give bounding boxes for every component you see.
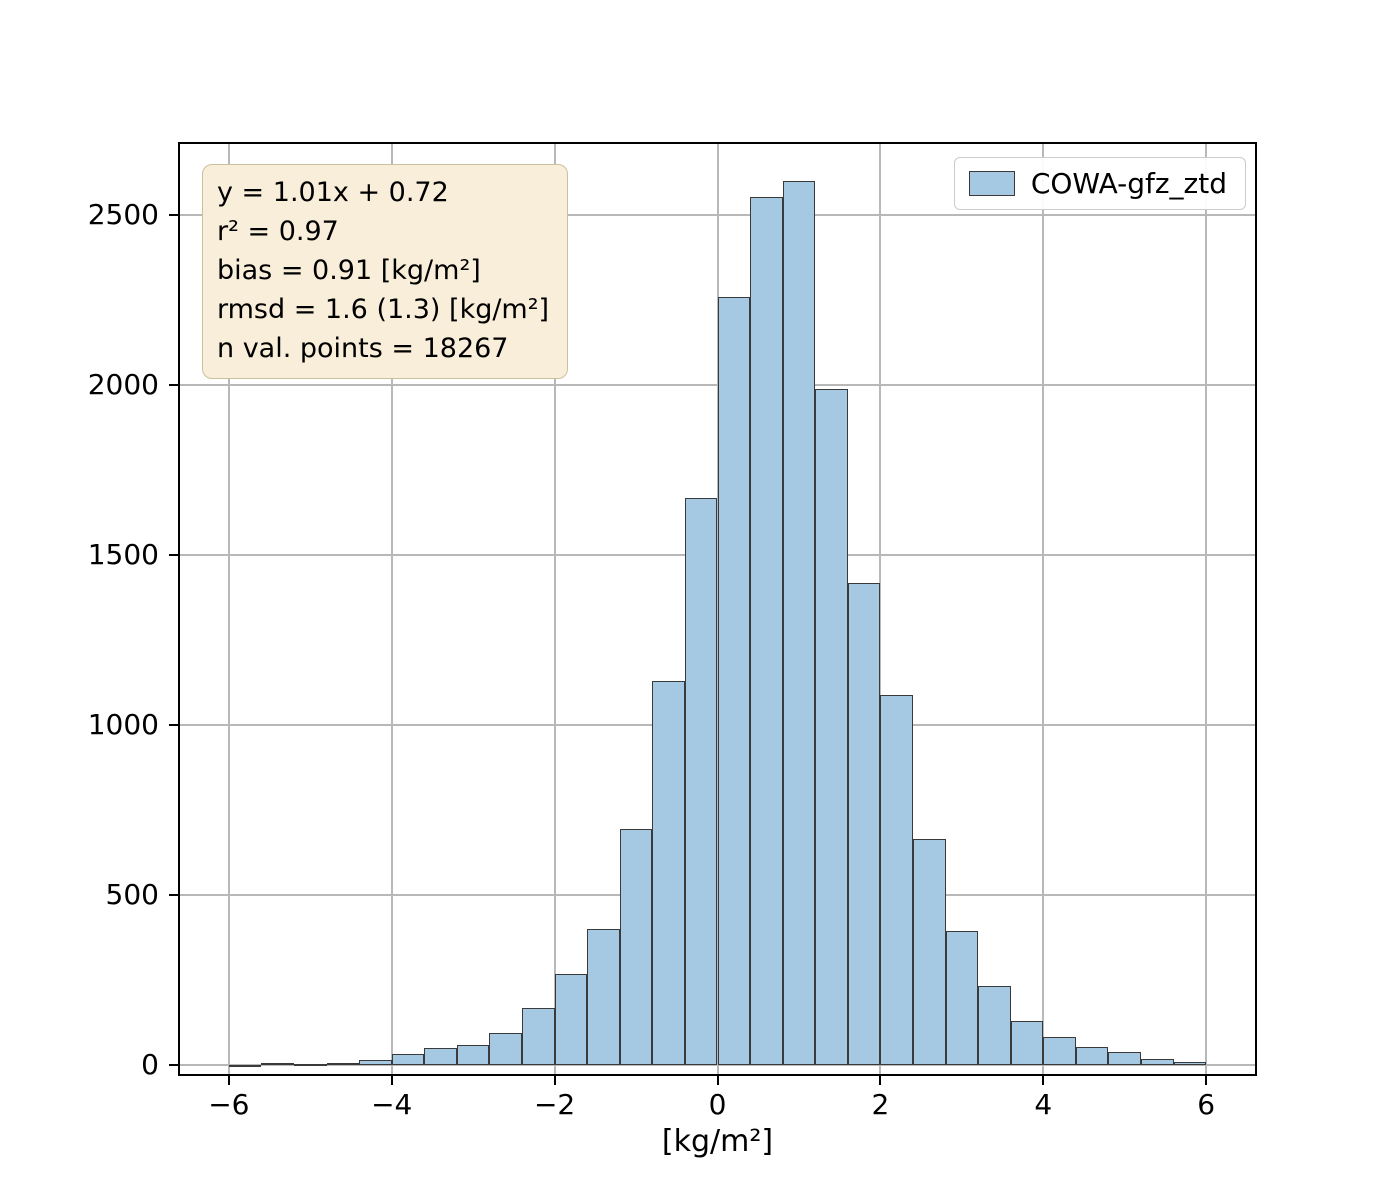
histogram-bar	[978, 985, 1011, 1066]
histogram-bar	[912, 839, 946, 1066]
histogram-bar	[619, 829, 653, 1066]
histogram-bar	[750, 196, 783, 1066]
histogram-bar	[782, 181, 816, 1066]
histogram-bar	[847, 582, 881, 1066]
histogram-bar	[391, 1053, 425, 1066]
gridline-vertical	[553, 144, 556, 1074]
gridline-vertical	[227, 144, 230, 1074]
histogram-bar	[489, 1033, 523, 1066]
legend-swatch	[968, 171, 1015, 196]
y-tick-label: 2500	[87, 198, 159, 232]
y-tick-label: 1500	[87, 538, 159, 572]
stats-line: rmsd = 1.6 (1.3) [kg/m²]	[217, 294, 550, 325]
histogram-bar	[1140, 1058, 1174, 1066]
y-tick-mark	[169, 554, 178, 557]
stats-line: r² = 0.97	[217, 216, 339, 247]
y-tick-label: 0	[141, 1048, 159, 1082]
histogram-bar	[294, 1063, 327, 1066]
histogram-bar	[684, 497, 718, 1066]
x-tick-mark	[1205, 1076, 1208, 1085]
y-tick-mark	[169, 214, 178, 217]
y-tick-label: 1000	[87, 708, 159, 742]
y-tick-mark	[169, 894, 178, 897]
x-tick-mark	[879, 1076, 882, 1085]
histogram-bar	[945, 931, 979, 1066]
x-tick-mark	[716, 1076, 719, 1085]
y-tick-mark	[169, 1064, 178, 1067]
x-tick-mark	[1042, 1076, 1045, 1085]
x-tick-mark	[390, 1076, 393, 1085]
histogram-bar	[815, 388, 848, 1066]
histogram-bar	[359, 1060, 392, 1066]
histogram-bar	[456, 1045, 490, 1066]
histogram-bar	[424, 1048, 457, 1066]
y-tick-label: 500	[105, 878, 159, 912]
histogram-bar	[1010, 1021, 1044, 1066]
histogram-bar	[228, 1064, 262, 1067]
plot-area: COWA-gfz_ztd y = 1.01x + 0.72 r² = 0.97 bi…	[178, 142, 1257, 1076]
y-tick-mark	[169, 724, 178, 727]
histogram-bar	[717, 297, 751, 1066]
histogram-bar	[652, 681, 685, 1066]
gridline-vertical	[879, 144, 882, 1074]
gridline-vertical	[1042, 144, 1045, 1074]
stats-line: bias = 0.91 [kg/m²]	[217, 255, 481, 286]
x-axis-label: [kg/m²]	[661, 1124, 774, 1159]
legend-label: COWA-gfz_ztd	[1030, 167, 1227, 200]
gridline-horizontal	[180, 214, 1255, 217]
x-tick-label: −4	[371, 1088, 413, 1121]
x-tick-label: 0	[708, 1088, 727, 1121]
y-tick-label: 2000	[87, 368, 159, 402]
histogram-bar	[1173, 1062, 1207, 1066]
x-tick-mark	[227, 1076, 230, 1085]
x-tick-mark	[553, 1076, 556, 1085]
histogram-bar	[1108, 1051, 1141, 1066]
x-tick-label: 6	[1197, 1088, 1216, 1121]
stats-line: y = 1.01x + 0.72	[217, 177, 449, 208]
histogram-bar	[522, 1007, 555, 1066]
histogram-bar	[880, 694, 913, 1066]
x-tick-label: −6	[208, 1088, 250, 1121]
x-tick-label: 2	[871, 1088, 890, 1121]
histogram-bar	[1075, 1046, 1109, 1066]
gridline-vertical	[390, 144, 393, 1074]
gridline-horizontal	[180, 1064, 1255, 1067]
gridline-vertical	[1205, 144, 1208, 1074]
legend: COWA-gfz_ztd	[953, 157, 1246, 210]
histogram-bar	[587, 929, 620, 1066]
histogram-bar	[261, 1062, 294, 1066]
x-tick-label: −2	[533, 1088, 576, 1121]
y-tick-mark	[169, 384, 178, 387]
histogram-bar	[1043, 1036, 1076, 1066]
histogram-bar	[554, 973, 588, 1066]
stats-line: n val. points = 18267	[217, 333, 509, 364]
histogram-bar	[326, 1062, 360, 1066]
stats-annotation-box: y = 1.01x + 0.72 r² = 0.97 bias = 0.91 [kg…	[202, 164, 569, 379]
x-tick-label: 4	[1034, 1088, 1053, 1121]
